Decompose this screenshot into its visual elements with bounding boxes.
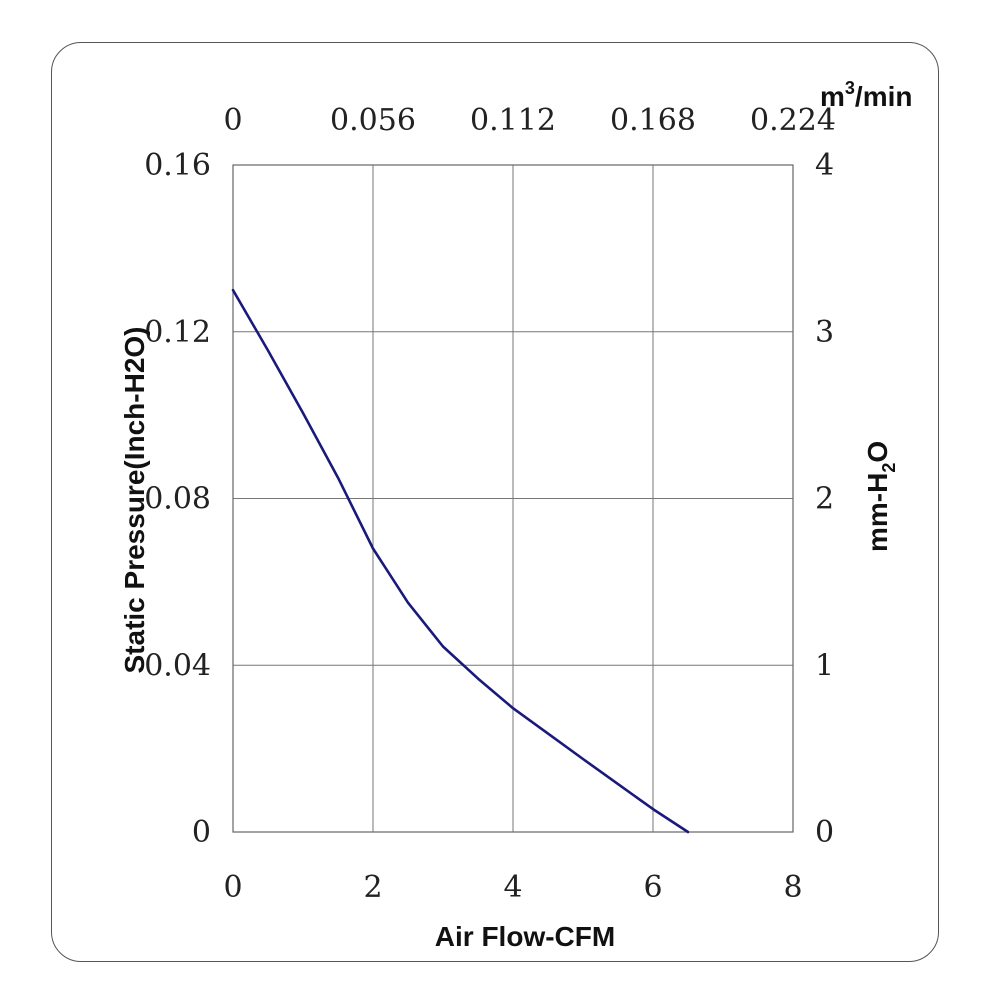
y-tick-label: 0.04 [144,648,211,683]
top-axis-title: m3/min [820,78,912,112]
plot-area-border [232,164,794,833]
top-x-tick-label: 0.168 [610,103,696,138]
top-x-tick-label: 0 [223,103,242,138]
right-y-tick-label: 0 [815,815,834,850]
x-tick-label: 4 [503,870,522,905]
y-axis-title: Static Pressure(Inch-H2O) [119,327,150,674]
right-y-tick-label: 4 [815,148,834,183]
chart-frame [51,42,939,962]
x-tick-label: 2 [363,870,382,905]
y-tick-label: 0.16 [144,148,211,183]
x-tick-label: 0 [223,870,242,905]
grid-lines [233,165,793,832]
right-y-tick-label: 1 [815,648,834,683]
x-tick-label: 8 [783,870,802,905]
top-x-tick-label: 0.224 [750,103,836,138]
x-axis-title: Air Flow-CFM [435,921,615,952]
top-x-tick-label: 0.112 [470,103,556,138]
right-y-tick-label: 3 [815,315,834,350]
y-tick-label: 0 [192,815,211,850]
x-tick-label: 6 [643,870,662,905]
right-axis-title: mm-H2O [862,441,899,552]
series-line [231,288,690,834]
y-tick-label: 0.12 [144,315,211,350]
right-y-tick-label: 2 [815,482,834,517]
tick-labels: 0 2 4 6 800.040.080.120.160 0.056 0.112 0.168 0.… [144,103,836,905]
y-tick-label: 0.08 [144,482,211,517]
top-x-tick-label: 0.056 [330,103,416,138]
